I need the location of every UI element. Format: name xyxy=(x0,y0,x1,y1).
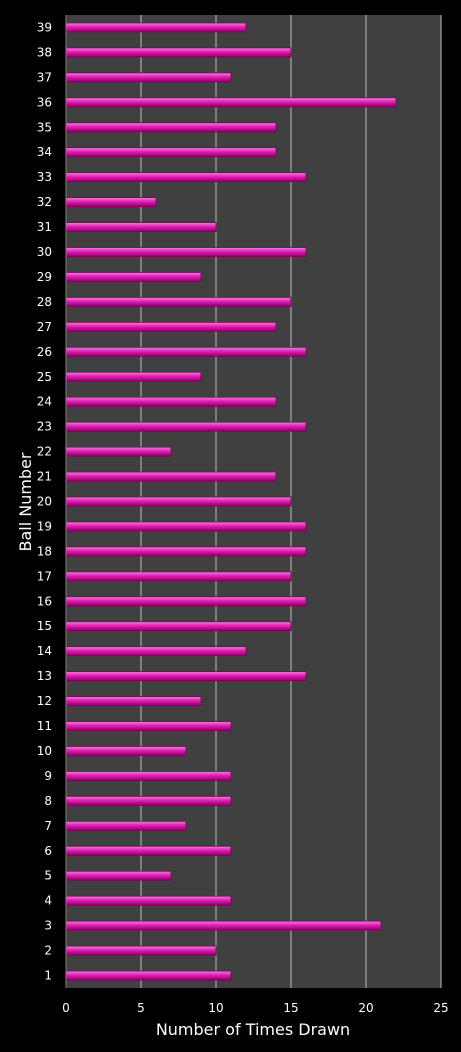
y-tick-label: 2 xyxy=(44,944,52,958)
bar-ball-20 xyxy=(65,496,292,507)
y-tick-label: 39 xyxy=(37,20,52,34)
bar-ball-31 xyxy=(65,222,217,232)
y-tick-label: 22 xyxy=(37,445,52,459)
x-tick-label: 10 xyxy=(208,1001,223,1015)
y-tick-label: 3 xyxy=(44,919,52,933)
y-tick-label: 4 xyxy=(44,894,52,908)
y-tick-label: 36 xyxy=(37,95,52,109)
y-tick-label: 21 xyxy=(37,470,52,484)
y-tick-label: 9 xyxy=(44,769,52,783)
y-tick-label: 24 xyxy=(37,395,52,409)
y-tick-label: 10 xyxy=(37,744,52,758)
bar-ball-39 xyxy=(65,22,247,33)
y-tick-label: 15 xyxy=(37,619,52,633)
y-tick-label: 1 xyxy=(44,969,52,983)
y-tick-label: 8 xyxy=(44,794,52,808)
y-tick-label: 20 xyxy=(37,495,52,509)
bar-ball-8 xyxy=(65,795,232,806)
bar-ball-19 xyxy=(65,521,307,532)
y-tick-label: 28 xyxy=(37,295,52,309)
bar-ball-21 xyxy=(65,471,277,482)
y-tick-label: 23 xyxy=(37,420,52,434)
bar-ball-25 xyxy=(65,371,202,382)
bar-ball-15 xyxy=(65,621,292,632)
y-tick-label: 6 xyxy=(44,844,52,858)
y-tick-label: 5 xyxy=(44,869,52,883)
bar-ball-14 xyxy=(65,646,247,657)
y-tick-label: 18 xyxy=(37,544,52,558)
bar-ball-22 xyxy=(65,446,172,457)
y-tick-label: 14 xyxy=(37,644,52,658)
bar-ball-18 xyxy=(65,546,307,557)
x-tick-labels: 0 5 10 15 20 25 xyxy=(62,1001,448,1015)
y-tick-label: 16 xyxy=(37,594,52,608)
x-tick-label: 5 xyxy=(137,1001,145,1015)
y-tick-label: 13 xyxy=(37,669,52,683)
y-tick-label: 29 xyxy=(37,270,52,284)
bar-ball-17 xyxy=(65,571,292,582)
y-tick-label: 34 xyxy=(37,145,52,159)
bar-ball-28 xyxy=(65,297,292,307)
bar-ball-33 xyxy=(65,172,307,183)
bar-ball-34 xyxy=(65,147,277,158)
bar-ball-6 xyxy=(65,845,232,856)
y-tick-label: 7 xyxy=(44,819,52,833)
y-tick-label: 37 xyxy=(37,70,52,84)
y-tick-label: 31 xyxy=(37,220,52,234)
bar-ball-27 xyxy=(65,321,277,332)
y-tick-label: 17 xyxy=(37,569,52,583)
bar-ball-4 xyxy=(65,895,232,906)
bar-ball-36 xyxy=(65,97,397,108)
x-axis-title: Number of Times Drawn xyxy=(156,1020,350,1039)
bar-ball-23 xyxy=(65,421,307,432)
bar-ball-29 xyxy=(65,272,202,282)
bars xyxy=(65,22,397,981)
y-tick-label: 19 xyxy=(37,519,52,533)
bar-ball-10 xyxy=(65,746,187,756)
y-axis-title: Ball Number xyxy=(16,452,35,551)
x-tick-label: 0 xyxy=(62,1001,70,1015)
bar-ball-37 xyxy=(65,72,232,83)
bar-ball-1 xyxy=(65,970,232,981)
y-tick-label: 38 xyxy=(37,45,52,59)
bar-ball-38 xyxy=(65,47,292,58)
x-tick-label: 25 xyxy=(433,1001,448,1015)
y-tick-label: 32 xyxy=(37,195,52,209)
x-tick-label: 20 xyxy=(358,1001,373,1015)
y-tick-labels: 1234567891011121314151617181920212223242… xyxy=(37,20,52,982)
bar-ball-30 xyxy=(65,247,307,257)
bar-ball-2 xyxy=(65,945,217,956)
bar-ball-11 xyxy=(65,721,232,731)
y-tick-label: 35 xyxy=(37,120,52,134)
y-tick-label: 30 xyxy=(37,245,52,259)
bar-ball-16 xyxy=(65,596,307,607)
bar-ball-35 xyxy=(65,122,277,133)
bar-ball-7 xyxy=(65,820,187,831)
bar-ball-26 xyxy=(65,346,307,357)
bar-ball-32 xyxy=(65,197,157,208)
y-tick-label: 27 xyxy=(37,320,52,334)
y-tick-label: 26 xyxy=(37,345,52,359)
y-tick-label: 11 xyxy=(37,719,52,733)
y-tick-label: 12 xyxy=(37,694,52,708)
bar-ball-3 xyxy=(65,920,382,931)
bar-ball-9 xyxy=(65,771,232,781)
x-tick-label: 15 xyxy=(283,1001,298,1015)
bar-ball-5 xyxy=(65,870,172,881)
y-tick-label: 25 xyxy=(37,370,52,384)
bar-ball-13 xyxy=(65,671,307,682)
bar-ball-24 xyxy=(65,396,277,407)
y-tick-label: 33 xyxy=(37,170,52,184)
bar-ball-12 xyxy=(65,696,202,706)
